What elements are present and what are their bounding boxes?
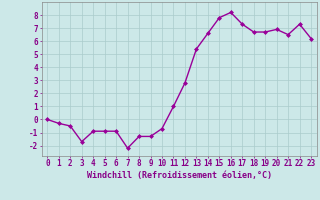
X-axis label: Windchill (Refroidissement éolien,°C): Windchill (Refroidissement éolien,°C) (87, 171, 272, 180)
